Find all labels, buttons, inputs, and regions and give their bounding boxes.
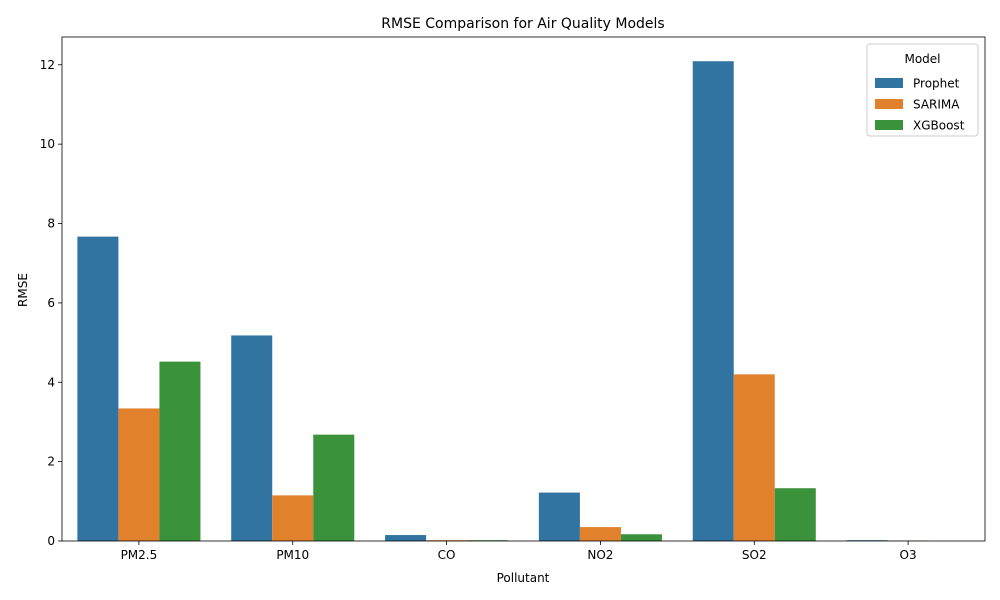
x-tick-label: NO2	[587, 548, 613, 562]
y-tick-label: 4	[47, 375, 55, 389]
bar-sarima-3	[579, 527, 621, 541]
y-tick-label: 10	[40, 137, 55, 151]
y-axis: 0 2 4 6 8 10 12	[40, 58, 62, 548]
y-tick-label: 2	[47, 455, 55, 469]
bar-sarima-0	[118, 408, 160, 541]
chart-title: RMSE Comparison for Air Quality Models	[381, 16, 664, 32]
x-axis: PM2.5 PM10 CO NO2 SO2 O3	[121, 541, 917, 562]
y-tick-label: 6	[47, 296, 55, 310]
x-tick-label: PM10	[276, 548, 309, 562]
legend-swatch-sarima	[875, 99, 903, 109]
legend-title: Model	[904, 52, 940, 66]
bar-prophet-3	[538, 492, 580, 541]
y-tick-label: 12	[40, 58, 55, 72]
y-tick-label: 0	[47, 534, 55, 548]
bar-sarima-1	[272, 495, 314, 541]
bar-xgboost-1	[313, 434, 355, 541]
x-tick-label: O3	[900, 548, 917, 562]
bar-prophet-0	[77, 236, 119, 541]
bar-xgboost-4	[774, 488, 816, 541]
plot-frame	[61, 36, 986, 542]
x-tick-label: PM2.5	[121, 548, 158, 562]
bar-prophet-1	[231, 335, 273, 541]
x-tick-label: CO	[438, 548, 456, 562]
legend-label-prophet: Prophet	[913, 77, 960, 91]
legend-label-xgboost: XGBoost	[913, 119, 965, 133]
y-axis-label: RMSE	[16, 273, 30, 307]
y-tick-label: 8	[47, 217, 55, 231]
legend-box	[866, 43, 979, 137]
bar-prophet-4	[692, 61, 734, 541]
legend-label-sarima: SARIMA	[913, 98, 960, 112]
bar-sarima-4	[733, 374, 775, 541]
plot-area	[61, 36, 986, 542]
x-tick-label: SO2	[742, 548, 767, 562]
bar-xgboost-0	[159, 361, 201, 541]
x-axis-label: Pollutant	[497, 571, 550, 585]
legend-swatch-xgboost	[875, 120, 903, 130]
legend: Model Prophet SARIMA XGBoost	[866, 43, 979, 137]
legend-swatch-prophet	[875, 78, 903, 88]
bar-xgboost-3	[620, 534, 662, 541]
bar-prophet-2	[385, 535, 427, 541]
